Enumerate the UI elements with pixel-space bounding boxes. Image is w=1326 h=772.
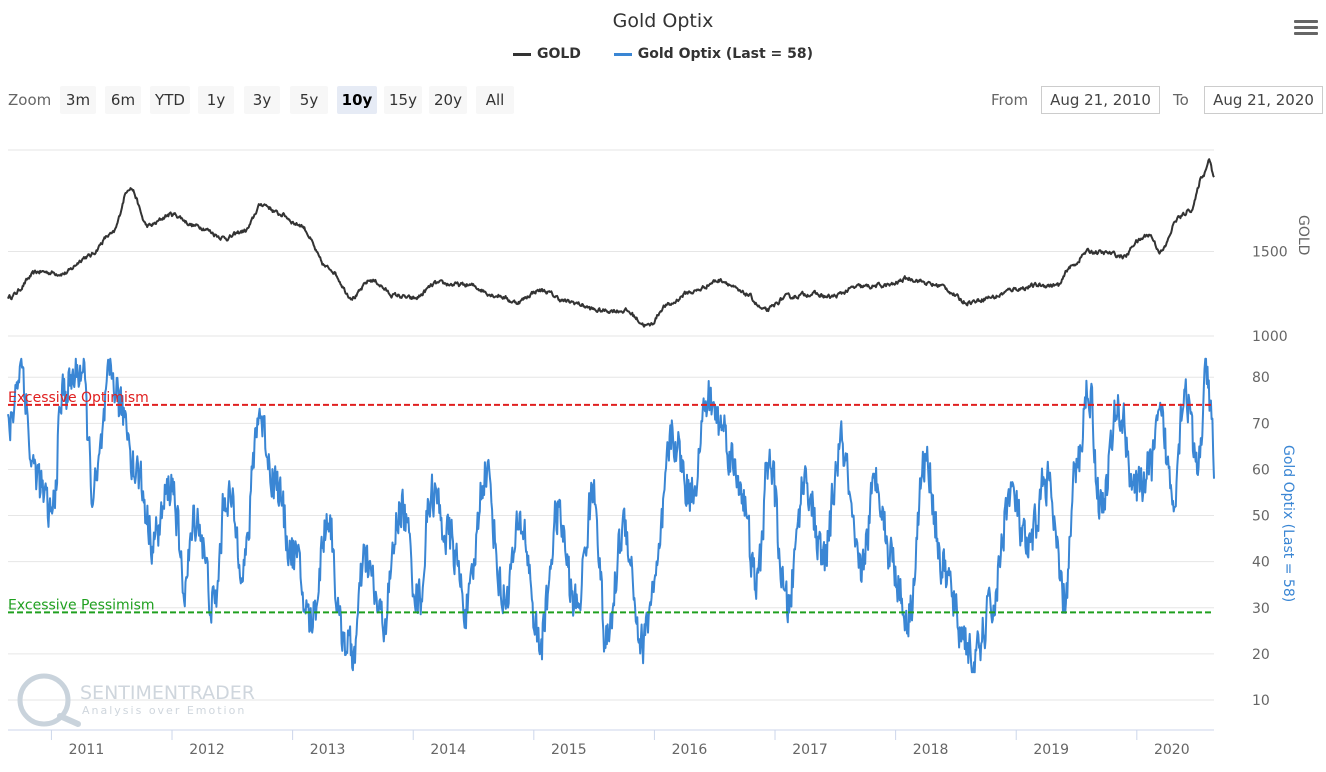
chart-title: Gold Optix: [612, 10, 714, 32]
zoom-button-5y[interactable]: 5y: [290, 86, 328, 114]
legend-label-optix: Gold Optix (Last = 58): [637, 46, 814, 62]
watermark-logo-icon: [17, 673, 71, 727]
x-tick-label: 2014: [430, 742, 466, 758]
x-tick-label: 2017: [792, 742, 828, 758]
to-date-input[interactable]: Aug 21, 2020: [1204, 86, 1323, 114]
optix-tick-label: 40: [1252, 555, 1270, 571]
gold-series: [7, 158, 1215, 328]
zoom-button-15y[interactable]: 15y: [384, 86, 422, 114]
optix-tick-label: 60: [1252, 462, 1270, 478]
threshold-lines: Excessive Optimism Excessive Pessimism: [8, 390, 1214, 614]
zoom-button-3m[interactable]: 3m: [60, 86, 96, 114]
optix-tick-label: 80: [1252, 370, 1270, 386]
gold-axis-title: GOLD: [1295, 215, 1311, 255]
gold-tick-label: 1000: [1252, 329, 1288, 345]
optix-tick-label: 20: [1252, 647, 1270, 663]
sentimentrader-watermark: SENTIMENTRADER Analysis over Emotion: [17, 673, 255, 727]
to-label: To: [1173, 91, 1189, 109]
optix-axis-title: Gold Optix (Last = 58): [1280, 445, 1296, 602]
zoom-button-3y[interactable]: 3y: [244, 86, 280, 114]
x-tick-label: 2019: [1033, 742, 1069, 758]
optix-series: [7, 357, 1215, 674]
legend-label-gold: GOLD: [536, 46, 581, 62]
optix-tick-label: 70: [1252, 416, 1270, 432]
axes: 1000 1500 10 20 30 40 50 60 70 80 2011 2012 2013 2014…: [8, 244, 1288, 758]
x-tick-label: 2020: [1154, 742, 1190, 758]
watermark-tagline: Analysis over Emotion: [82, 704, 246, 717]
watermark-name: SENTIMENTRADER: [80, 682, 255, 704]
legend-item-optix[interactable]: Gold Optix (Last = 58): [613, 46, 814, 62]
gold-tick-label: 1500: [1252, 244, 1288, 260]
zoom-button-ytd[interactable]: YTD: [150, 86, 190, 114]
optix-tick-label: 30: [1252, 601, 1270, 617]
watermark-magnifier-handle: [57, 713, 81, 727]
gold-line: [7, 158, 1215, 328]
from-date-input[interactable]: Aug 21, 2010: [1041, 86, 1160, 114]
legend-swatch-gold: [512, 52, 531, 56]
zoom-button-20y[interactable]: 20y: [429, 86, 467, 114]
chart-legend: GOLD Gold Optix (Last = 58): [0, 46, 1326, 62]
x-tick-label: 2012: [189, 742, 225, 758]
zoom-button-6m[interactable]: 6m: [105, 86, 141, 114]
optix-tick-label: 50: [1252, 509, 1270, 525]
grid-lines: [8, 149, 1214, 701]
legend-swatch-optix: [613, 52, 632, 56]
x-tick-label: 2018: [913, 742, 949, 758]
hamburger-menu-icon[interactable]: [1294, 18, 1318, 38]
x-tick-label: 2013: [310, 742, 346, 758]
x-tick-label: 2016: [672, 742, 708, 758]
excessive-pessimism-label: Excessive Pessimism: [8, 597, 155, 613]
x-tick-label: 2015: [551, 742, 587, 758]
excessive-optimism-label: Excessive Optimism: [8, 390, 149, 406]
legend-item-gold[interactable]: GOLD: [512, 46, 581, 62]
optix-tick-label: 10: [1252, 693, 1270, 709]
zoom-button-all[interactable]: All: [476, 86, 514, 114]
optix-line: [7, 357, 1215, 674]
zoom-button-10y[interactable]: 10y: [337, 86, 377, 114]
from-label: From: [991, 91, 1029, 109]
zoom-label: Zoom: [8, 91, 52, 109]
x-tick-label: 2011: [69, 742, 105, 758]
zoom-button-1y[interactable]: 1y: [198, 86, 234, 114]
